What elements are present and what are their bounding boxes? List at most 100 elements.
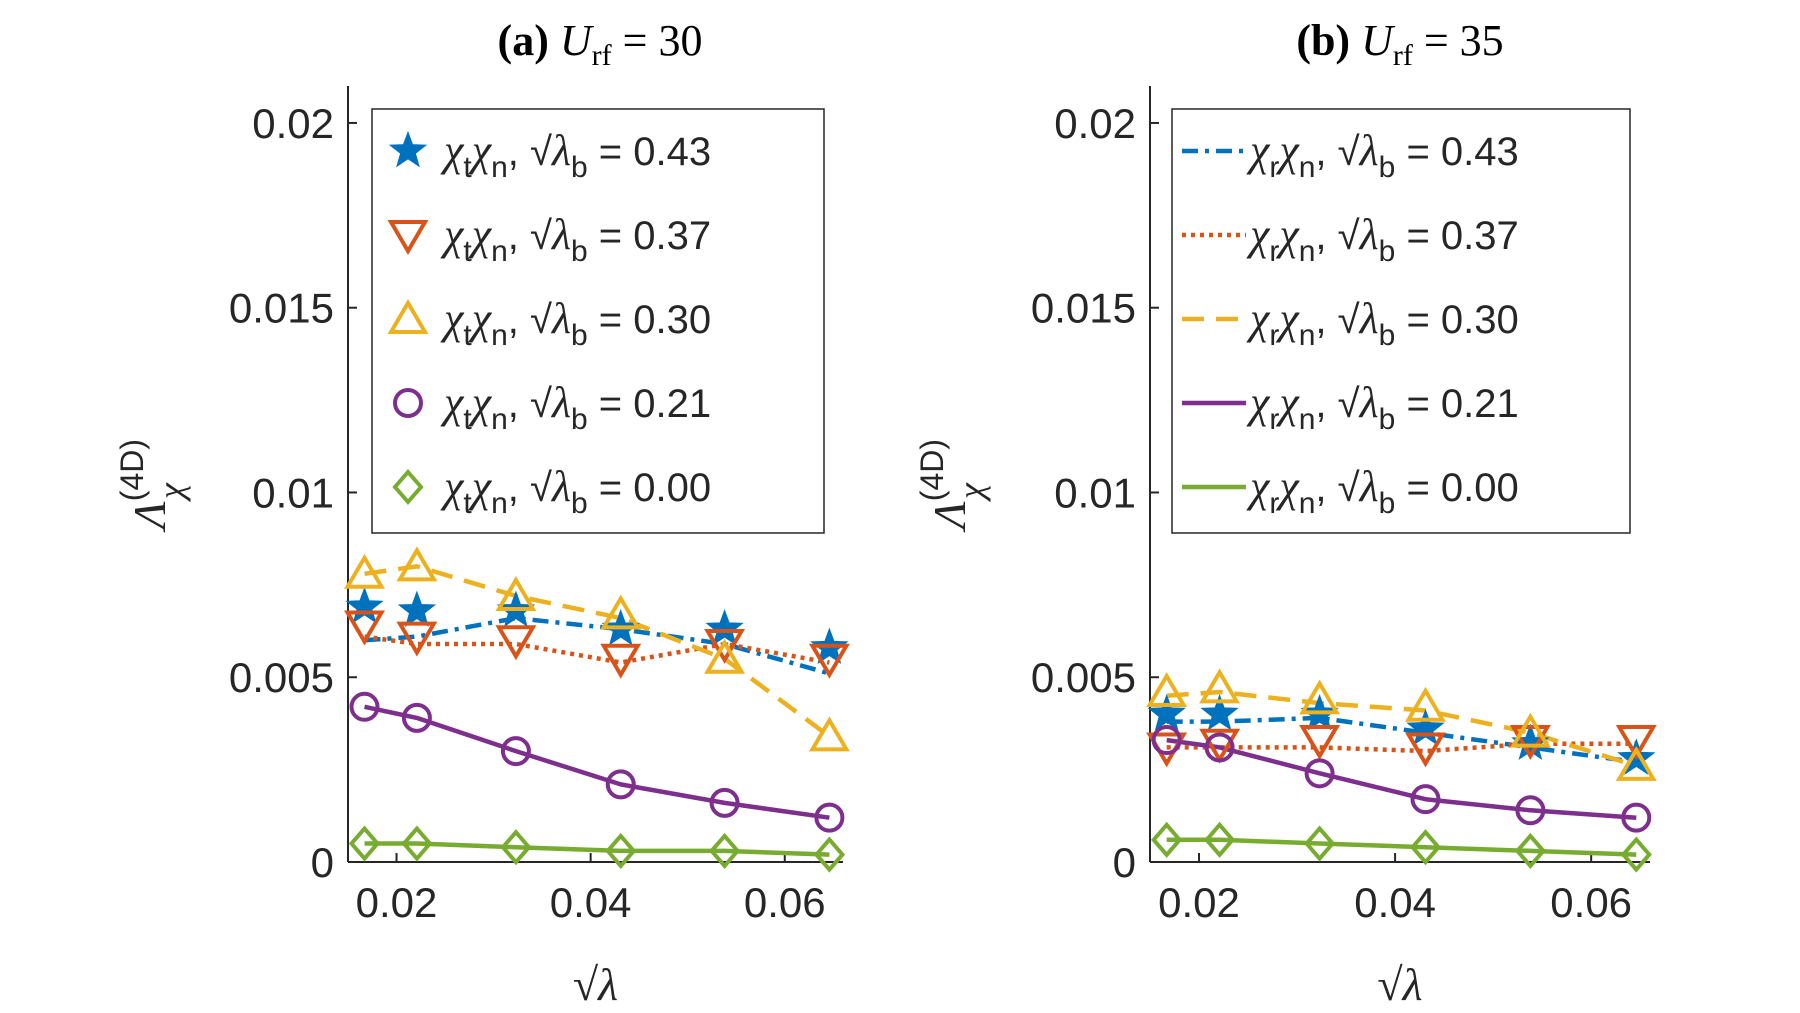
- data-point: [1146, 672, 1188, 708]
- legend-label: χtχn, √λb = 0.43: [440, 126, 711, 184]
- y-tick-label: 0.02: [1054, 100, 1136, 147]
- legend-item: χrχn, √λb = 0.30: [1182, 294, 1519, 352]
- legend-label: χrχn, √λb = 0.00: [1246, 462, 1519, 520]
- chart-title: (b) Urf = 35: [1296, 16, 1503, 72]
- data-point: [600, 594, 642, 630]
- chart-title: (a) Urf = 30: [498, 16, 703, 72]
- data-point: [600, 643, 642, 679]
- data-point: [1199, 728, 1241, 764]
- y-tick-label: 0.005: [1031, 654, 1136, 701]
- legend-label: χtχn, √λb = 0.00: [440, 462, 711, 520]
- data-point: [401, 702, 432, 733]
- legend-label: χrχn, √λb = 0.43: [1246, 126, 1519, 184]
- legend-label: χtχn, √λb = 0.30: [440, 294, 711, 352]
- data-point: [1409, 829, 1442, 866]
- data-point: [605, 832, 637, 869]
- data-point: [1509, 712, 1551, 748]
- panel-a-chart: 0 0.005 0.01 0.015 0.02 0.02 0.04 0.06 (a) Urf =…: [114, 16, 850, 1010]
- legend-item: χtχn, √λb = 0.43: [388, 126, 711, 184]
- y-tick-label: 0.01: [1054, 469, 1136, 516]
- y-tick-label: 0: [1113, 839, 1136, 886]
- x-tick-label: 0.02: [1158, 879, 1240, 926]
- legend-item: χrχn, √λb = 0.00: [1182, 462, 1519, 520]
- legend: χrχn, √λb = 0.43 χrχn, √λb = 0.37 χrχn, √λ…: [1171, 108, 1631, 534]
- data-point: [1203, 821, 1236, 858]
- data-point: [1303, 825, 1336, 862]
- data-point: [1515, 795, 1546, 826]
- y-tick-label: 0.015: [1031, 285, 1136, 332]
- y-axis-label: Λ(4D)χ: [914, 439, 991, 533]
- data-point: [1151, 821, 1183, 858]
- data-point: [500, 829, 532, 866]
- data-point: [495, 625, 537, 661]
- data-point: [495, 575, 537, 611]
- data-point: [1204, 732, 1235, 763]
- data-point: [808, 643, 850, 679]
- data-point: [349, 691, 380, 722]
- legend-item: χtχn, √λb = 0.30: [387, 294, 711, 352]
- legend-marker: [388, 130, 428, 168]
- data-point: [1615, 725, 1657, 761]
- legend-label: χrχn, √λb = 0.37: [1246, 210, 1519, 268]
- data-point: [705, 609, 744, 646]
- data-point: [344, 610, 385, 646]
- data-point: [1620, 836, 1652, 873]
- data-point: [396, 621, 438, 657]
- data-point: [1615, 745, 1657, 781]
- legend-box: [1171, 108, 1631, 534]
- legend-item: χrχn, √λb = 0.43: [1182, 126, 1519, 184]
- x-axis-label: √λ: [1377, 959, 1422, 1010]
- legend-marker: [387, 299, 429, 334]
- legend-marker: [392, 468, 424, 506]
- series-line: [364, 841, 830, 857]
- y-tick-label: 0.01: [252, 469, 334, 516]
- data-point: [401, 825, 433, 862]
- legend: χtχn, √λb = 0.43 χtχn, √λb = 0.37 χtχn, √λ…: [371, 108, 825, 534]
- series-line: [1166, 837, 1637, 857]
- legend-item: χrχn, √λb = 0.21: [1182, 378, 1519, 436]
- data-point: [709, 787, 740, 818]
- x-tick-label: 0.06: [1550, 879, 1632, 926]
- legend-item: χtχn, √λb = 0.00: [392, 462, 711, 520]
- data-point: [1404, 732, 1446, 768]
- data-point: [1410, 784, 1441, 815]
- data-point: [708, 832, 741, 869]
- data-point: [1514, 832, 1547, 869]
- data-point: [1199, 668, 1241, 704]
- data-point: [605, 769, 636, 800]
- legend-label: χtχn, √λb = 0.37: [440, 210, 711, 268]
- panel-b-chart: 0 0.005 0.01 0.015 0.02 0.02 0.04 0.06 (b) Urf =…: [914, 16, 1657, 1010]
- data-point: [704, 638, 746, 674]
- data-point: [1304, 758, 1335, 789]
- data-point: [1151, 725, 1182, 756]
- data-point: [1299, 725, 1341, 761]
- x-tick-label: 0.04: [1354, 879, 1436, 926]
- x-tick-label: 0.02: [356, 879, 438, 926]
- y-tick-label: 0.005: [229, 654, 334, 701]
- legend-item: χtχn, √λb = 0.37: [387, 210, 711, 268]
- series-line: [364, 634, 830, 665]
- data-point: [1404, 686, 1446, 722]
- data-point: [344, 553, 385, 589]
- legend-label: χrχn, √λb = 0.21: [1246, 378, 1519, 436]
- data-point: [808, 716, 850, 752]
- x-axis-label: √λ: [573, 959, 618, 1010]
- series-line: [364, 704, 830, 820]
- data-point: [1147, 694, 1186, 731]
- data-point: [1621, 802, 1652, 833]
- legend-marker: [387, 220, 429, 255]
- legend-marker: [393, 388, 423, 418]
- legend-item: χrχn, √λb = 0.37: [1182, 210, 1519, 268]
- data-point: [348, 825, 381, 862]
- legend-item: χtχn, √λb = 0.21: [393, 378, 711, 436]
- legend-box: [371, 108, 825, 534]
- data-point: [1200, 694, 1239, 731]
- data-point: [396, 546, 438, 582]
- data-point: [397, 590, 437, 628]
- y-tick-label: 0.015: [229, 285, 334, 332]
- y-axis-label: Λ(4D)χ: [114, 439, 191, 533]
- x-tick-label: 0.06: [744, 879, 826, 926]
- data-point: [1509, 725, 1551, 761]
- legend-label: χrχn, √λb = 0.30: [1246, 294, 1519, 352]
